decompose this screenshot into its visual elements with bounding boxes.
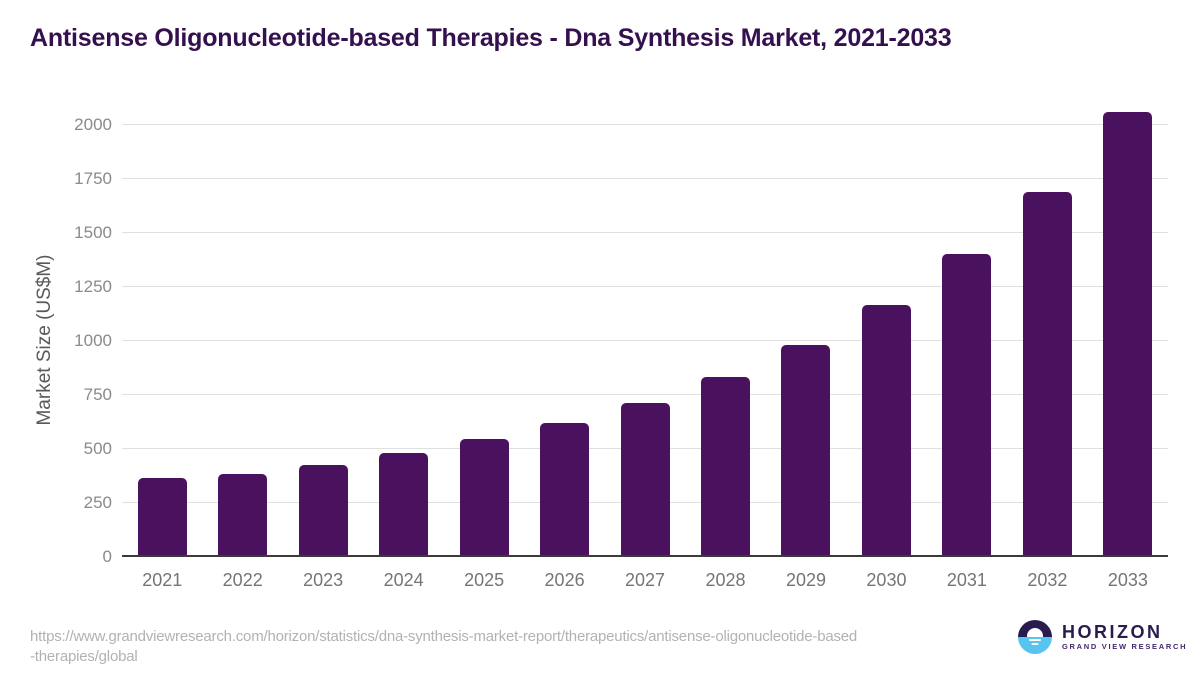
bar-2028 <box>701 376 751 557</box>
y-tick-1000: 1000 <box>74 331 112 350</box>
y-tick-1250: 1250 <box>74 277 112 296</box>
logo-reflection-line-2 <box>1031 643 1039 645</box>
bar-2031 <box>942 253 992 557</box>
x-tick-2027: 2027 <box>625 570 666 590</box>
source-url-line-2: -therapies/global <box>30 648 138 665</box>
y-tick-0: 0 <box>102 547 112 566</box>
bar-2033 <box>1103 112 1153 557</box>
x-tick-2022: 2022 <box>222 570 263 590</box>
bar-band-2028 <box>685 100 765 557</box>
gridline-1500 <box>122 232 1168 233</box>
bar-band-2030 <box>846 100 926 557</box>
y-tick-500: 500 <box>83 439 112 458</box>
x-tick-2032: 2032 <box>1027 570 1068 590</box>
x-axis-tick-labels: 2021 2022 2023 2024 2025 2026 2027 2028 2029 2030… <box>122 568 1168 592</box>
y-tick-1750: 1750 <box>74 169 112 188</box>
logo-sun-icon <box>1027 628 1043 637</box>
logo-name: HORIZON <box>1062 621 1163 642</box>
source-url-line-1: https://www.grandviewresearch.com/horizo… <box>30 628 858 645</box>
bar-series <box>122 100 1168 557</box>
bar-2032 <box>1022 191 1072 557</box>
bar-band-2032 <box>1007 100 1087 557</box>
x-axis-line <box>122 555 1168 557</box>
gridline-1000 <box>122 340 1168 341</box>
gridline-1750 <box>122 178 1168 179</box>
x-tick-2030: 2030 <box>866 570 907 590</box>
y-axis-tick-labels: 0 250 500 750 1000 1250 1500 1750 2000 <box>30 100 112 566</box>
bar-2021 <box>137 478 187 557</box>
bar-band-2024 <box>363 100 443 557</box>
chart-title: Antisense Oligonucleotide-based Therapie… <box>30 24 952 52</box>
y-tick-250: 250 <box>83 493 112 512</box>
logo-subtitle: GRAND VIEW RESEARCH <box>1062 641 1188 651</box>
bar-2023 <box>298 465 348 557</box>
x-tick-2029: 2029 <box>785 570 826 590</box>
x-tick-2026: 2026 <box>544 570 585 590</box>
x-tick-2024: 2024 <box>383 570 424 590</box>
gridline-2000 <box>122 124 1168 125</box>
bar-band-2031 <box>927 100 1007 557</box>
plot-area <box>122 100 1168 557</box>
x-tick-2033: 2033 <box>1107 570 1148 590</box>
y-tick-750: 750 <box>83 385 112 404</box>
bar-band-2027 <box>605 100 685 557</box>
source-url: https://www.grandviewresearch.com/horizo… <box>30 627 960 667</box>
bar-2030 <box>861 305 911 557</box>
logo-text: HORIZON GRAND VIEW RESEARCH <box>1062 621 1188 652</box>
bar-band-2021 <box>122 100 202 557</box>
horizon-logo-icon <box>1018 620 1052 654</box>
gridline-1250 <box>122 286 1168 287</box>
bar-2026 <box>540 423 590 557</box>
gridline-750 <box>122 394 1168 395</box>
x-tick-2028: 2028 <box>705 570 746 590</box>
horizon-logo: HORIZON GRAND VIEW RESEARCH <box>1018 620 1187 654</box>
bar-band-2022 <box>202 100 282 557</box>
bar-2027 <box>620 402 670 557</box>
y-tick-1500: 1500 <box>74 223 112 242</box>
bar-2022 <box>218 473 268 557</box>
bar-band-2023 <box>283 100 363 557</box>
logo-reflection-line-1 <box>1029 639 1041 641</box>
bar-band-2029 <box>766 100 846 557</box>
x-tick-2023: 2023 <box>303 570 344 590</box>
y-tick-2000: 2000 <box>74 115 112 134</box>
bar-2024 <box>379 453 429 557</box>
x-tick-2021: 2021 <box>142 570 183 590</box>
bar-band-2025 <box>444 100 524 557</box>
x-tick-2025: 2025 <box>464 570 505 590</box>
bar-2025 <box>459 439 509 557</box>
x-tick-2031: 2031 <box>946 570 987 590</box>
bar-band-2026 <box>524 100 604 557</box>
bar-band-2033 <box>1088 100 1168 557</box>
bar-2029 <box>781 345 831 557</box>
